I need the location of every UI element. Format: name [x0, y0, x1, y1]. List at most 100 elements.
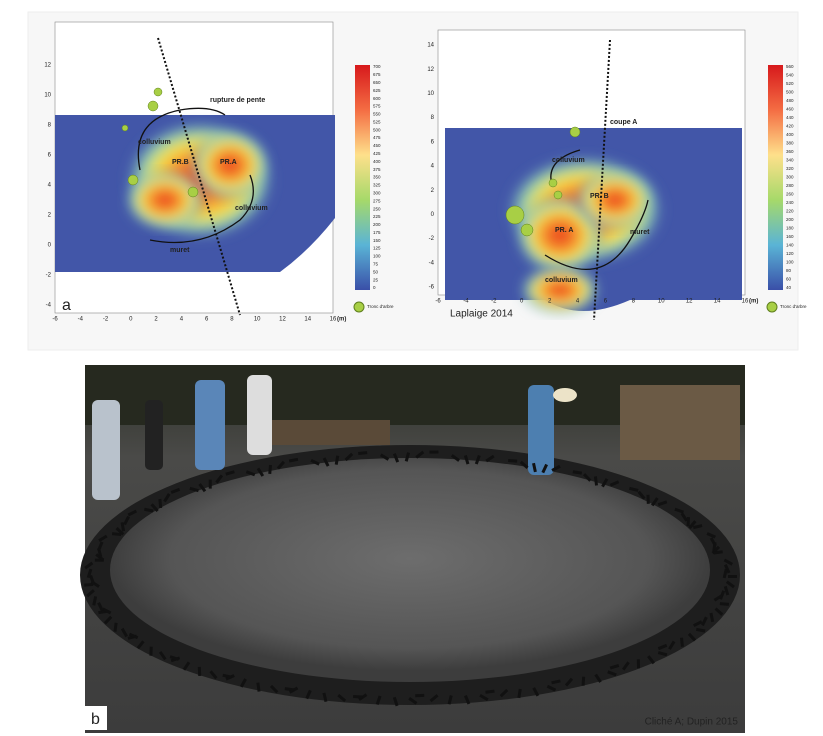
y-tick-label: -6 — [429, 285, 435, 291]
map-label: PR. A — [555, 227, 573, 234]
tree — [147, 100, 159, 112]
charcoal — [450, 454, 460, 462]
charcoal — [463, 454, 470, 465]
mound — [110, 458, 710, 682]
colorbar-tick: 300 — [786, 175, 794, 180]
colorbar-tick: 80 — [786, 268, 792, 273]
charcoal — [158, 651, 167, 661]
map-label: rupture de pente — [210, 97, 265, 104]
charcoal — [701, 616, 708, 626]
charcoal — [209, 670, 218, 680]
map-label: colluvium — [545, 277, 578, 284]
x-tick-label: 2 — [154, 317, 158, 323]
charcoal — [111, 532, 122, 537]
charcoal — [725, 580, 735, 589]
map-label: PR.B — [172, 159, 189, 166]
colorbar-tick: 100 — [373, 254, 381, 259]
charcoal — [583, 473, 592, 482]
charcoal — [723, 564, 731, 574]
panel-b: b Cliché A; Dupin 2015 — [80, 365, 745, 733]
map-label: muret — [170, 247, 190, 254]
x-tick-label: 8 — [632, 299, 636, 305]
panel-letter: b — [91, 711, 100, 728]
charcoal — [647, 655, 656, 665]
charcoal — [499, 688, 509, 698]
x-tick-label: 4 — [180, 317, 184, 323]
y-tick-label: 8 — [48, 123, 52, 129]
charcoal — [169, 655, 180, 661]
charcoal — [123, 515, 130, 526]
x-tick-label: 16 — [330, 317, 337, 323]
tree — [520, 223, 534, 237]
charcoal — [215, 474, 224, 484]
charcoal — [268, 464, 273, 475]
charcoal — [485, 454, 495, 463]
colorbar-tick: 675 — [373, 72, 381, 77]
charcoal — [353, 695, 363, 699]
y-tick-label: 12 — [44, 63, 51, 69]
charcoal — [657, 500, 668, 507]
colorbar-tick: 400 — [786, 132, 794, 137]
charcoal — [532, 687, 540, 697]
x-tick-label: 14 — [304, 317, 311, 323]
charcoal — [687, 632, 697, 642]
credit: Laplaige 2014 — [450, 309, 513, 320]
y-tick-label: 2 — [48, 213, 52, 219]
charcoal — [375, 695, 382, 706]
charcoal — [657, 643, 668, 651]
charcoal — [447, 695, 453, 705]
charcoal — [651, 497, 659, 507]
x-tick-label: 0 — [129, 317, 133, 323]
colorbar-tick: 120 — [786, 251, 794, 256]
charcoal — [485, 689, 495, 694]
section-line — [157, 37, 241, 316]
x-tick-label: 2 — [548, 299, 552, 305]
colorbar-tick: 225 — [373, 214, 381, 219]
colorbar-tick: 450 — [373, 143, 381, 148]
charcoal — [680, 512, 689, 522]
charcoal — [245, 470, 256, 477]
x-tick-label: 10 — [254, 317, 261, 323]
charcoal — [150, 503, 159, 512]
colorbar-tick: 380 — [786, 141, 794, 146]
charcoal — [120, 627, 128, 638]
charcoal — [163, 493, 171, 503]
map-label: coupe A — [610, 119, 637, 126]
charcoal — [97, 602, 104, 612]
charcoal — [551, 464, 561, 472]
y-tick-label: 4 — [48, 183, 52, 189]
colorbar-tick: 440 — [786, 115, 794, 120]
x-tick-label: 10 — [658, 299, 665, 305]
y-tick-label: 12 — [427, 67, 434, 73]
x-tick-label: -2 — [103, 317, 109, 323]
x-tick-label: 8 — [230, 317, 234, 323]
x-tick-label: -2 — [491, 299, 497, 305]
panel-letter: a — [62, 297, 71, 314]
charcoal — [581, 676, 586, 686]
charcoal — [276, 460, 286, 470]
charcoal — [713, 594, 723, 602]
credit: Cliché A; Dupin 2015 — [645, 717, 739, 728]
charcoal — [714, 607, 724, 616]
heat-blob — [575, 170, 655, 230]
colorbar-tick: 375 — [373, 167, 381, 172]
charcoal — [334, 455, 340, 465]
colorbar-tick: 575 — [373, 104, 381, 109]
charcoal — [519, 460, 529, 469]
colorbar-tick: 40 — [786, 285, 792, 290]
colorbar-tick: 560 — [786, 64, 794, 69]
x-tick-label: 16 — [742, 299, 749, 305]
tree — [548, 178, 558, 188]
colorbar-tick: 100 — [786, 260, 794, 265]
charcoal — [601, 478, 609, 488]
wood-pile — [270, 420, 390, 445]
colorbar-tick: 200 — [373, 222, 381, 227]
y-tick-label: 2 — [431, 188, 435, 194]
heat-blob — [125, 170, 205, 230]
colorbar-tick: 150 — [373, 238, 381, 243]
charcoal — [709, 612, 715, 623]
colorbar-tick: 425 — [373, 151, 381, 156]
legend-swatch — [353, 301, 365, 313]
charcoal — [408, 697, 418, 705]
charcoal — [680, 637, 684, 647]
